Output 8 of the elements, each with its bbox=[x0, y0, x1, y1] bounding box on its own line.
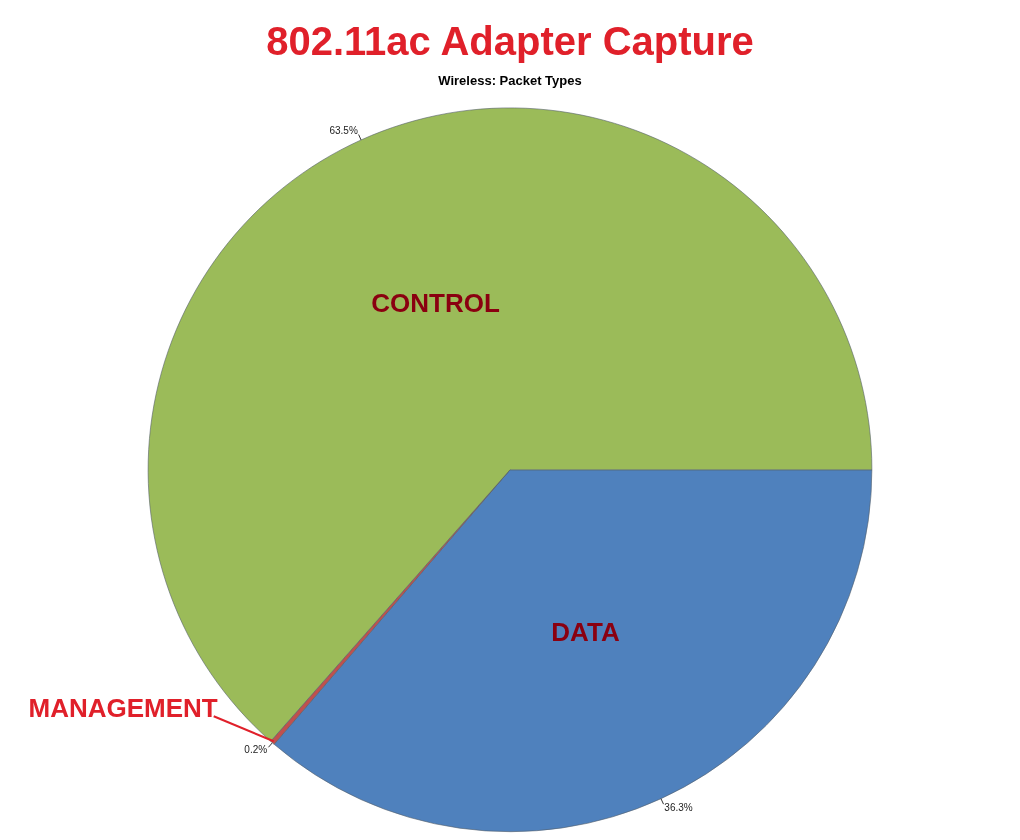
chart-subtitle: Wireless: Packet Types bbox=[438, 73, 582, 89]
data-label: 63.5% bbox=[329, 124, 358, 136]
slice-label: CONTROL bbox=[371, 288, 500, 319]
slice-label: MANAGEMENT bbox=[28, 693, 218, 724]
data-label: 36.3% bbox=[664, 801, 693, 813]
chart-title: 802.11ac Adapter Capture bbox=[266, 19, 754, 64]
data-label: 0.2% bbox=[244, 744, 268, 756]
slice-label: DATA bbox=[551, 617, 620, 648]
